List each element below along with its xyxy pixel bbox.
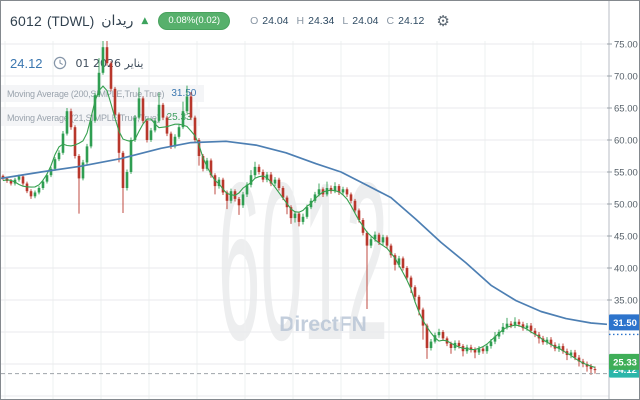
legend-ma21[interactable]: Moving Average (21,SIMPLE,True,True) 25.… <box>1 109 200 126</box>
open-value: 24.04 <box>262 15 289 27</box>
close-value: 24.12 <box>398 15 425 27</box>
watermark-brand: DirectFN <box>279 313 367 336</box>
clock-icon <box>53 56 67 70</box>
price-date-row: 24.12 01 2026 يناير <box>1 53 143 73</box>
last-price-value: 24.12 <box>10 55 43 71</box>
high-label: H <box>296 15 305 27</box>
high-value: 24.34 <box>308 15 335 27</box>
legend-ma200-label: Moving Average (200,SIMPLE,True,True) <box>7 88 165 99</box>
up-triangle-icon: ▲ <box>141 16 149 26</box>
legend-ma21-value: 25.33 <box>166 112 192 123</box>
symbol-market: (TDWL) <box>46 13 95 29</box>
legend-ma200-value: 31.50 <box>171 88 197 99</box>
legend-ma21-label: Moving Average (21,SIMPLE,True,True) <box>7 112 160 123</box>
ohlc-readout: O 24.04 H 24.34 L 24.04 C 24.12 <box>242 15 424 27</box>
open-label: O <box>250 15 259 27</box>
change-badge: 0.08%(0.02) <box>158 12 231 30</box>
legend-ma200[interactable]: Moving Average (200,SIMPLE,True,True) 31… <box>1 85 205 102</box>
close-label: C <box>386 15 395 27</box>
symbol-header: 6012 (TDWL) ريدان ▲ 0.08%(0.02) O 24.04 H… <box>1 1 601 41</box>
settings-gear-icon[interactable]: ⚙ <box>436 11 450 30</box>
symbol-name-arabic: ريدان <box>101 13 134 29</box>
low-label: L <box>342 15 349 27</box>
low-value: 24.04 <box>352 15 379 27</box>
watermark-symbol: 6012 <box>218 135 388 387</box>
symbol-code: 6012 <box>10 13 42 29</box>
candle-date: 01 2026 يناير <box>75 56 144 70</box>
